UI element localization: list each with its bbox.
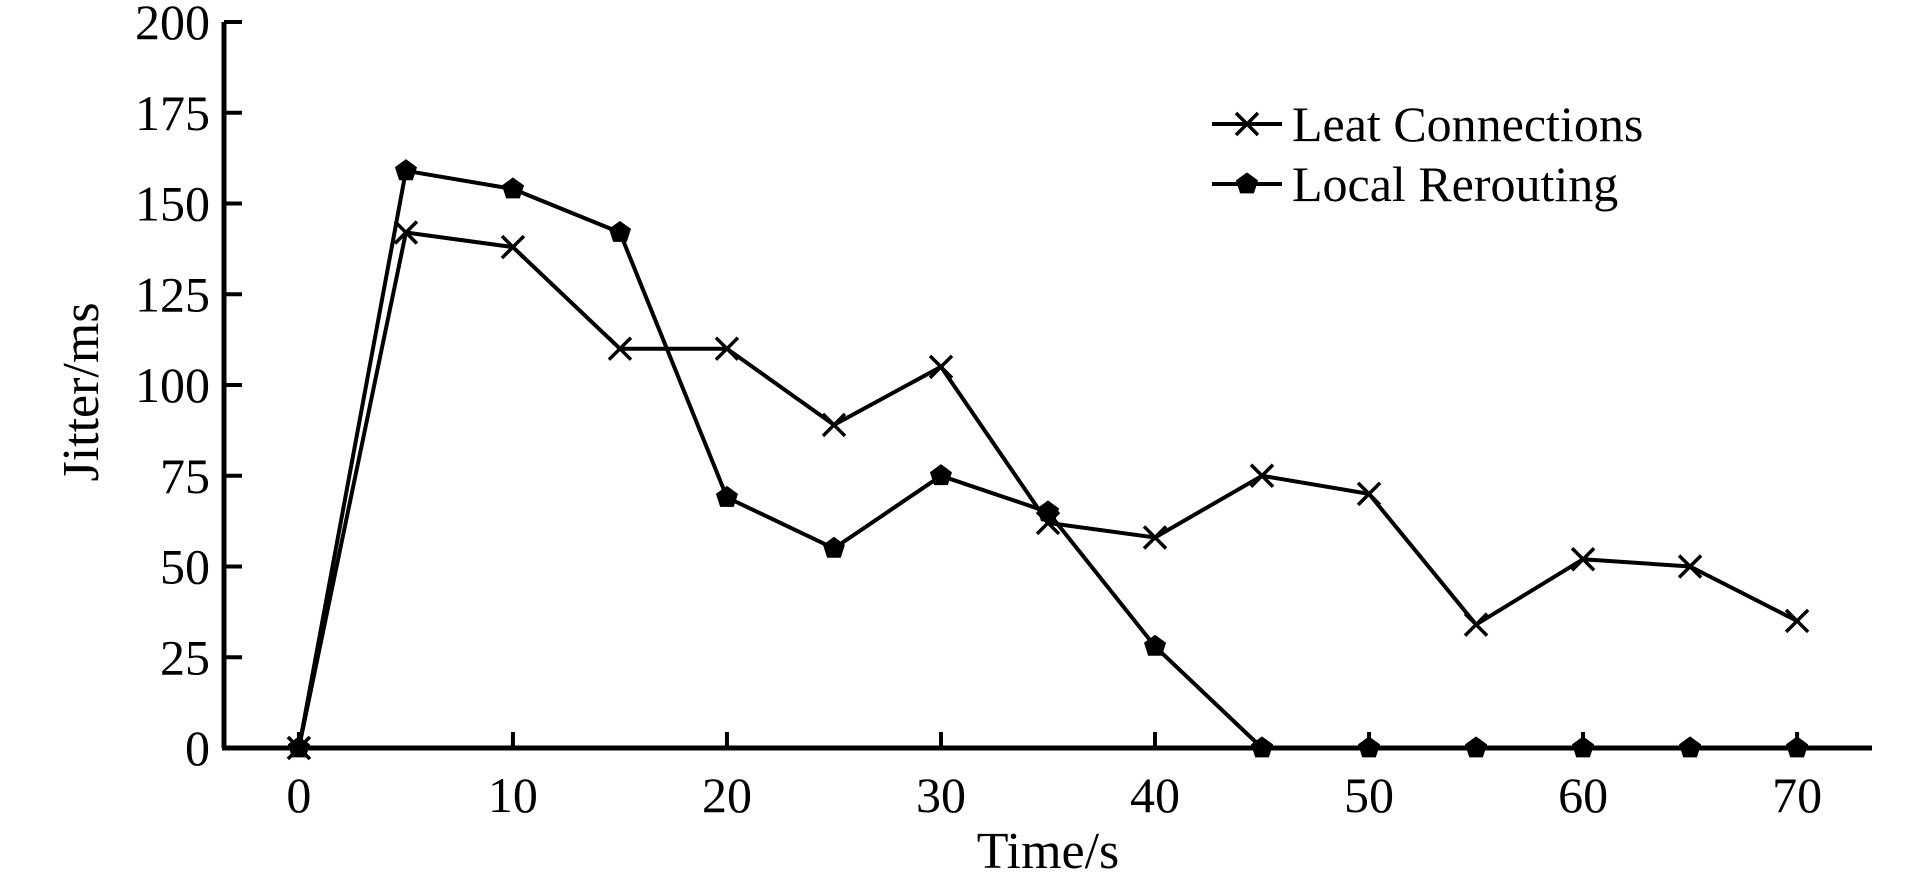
legend-label: Local Rerouting: [1292, 156, 1618, 212]
data-point: [394, 159, 417, 181]
legend-entry: Leat Connections: [1212, 96, 1643, 152]
legend-label: Leat Connections: [1292, 96, 1643, 152]
y-tick-label: 25: [160, 629, 210, 685]
data-point: [1679, 736, 1702, 758]
data-point: [929, 464, 952, 486]
y-tick-label: 175: [135, 85, 210, 141]
data-point: [501, 177, 524, 199]
data-point: [822, 536, 845, 558]
x-axis-title: Time/s: [977, 823, 1120, 874]
data-point: [1249, 463, 1275, 488]
legend-marker: [1234, 111, 1260, 137]
data-point: [715, 485, 738, 507]
x-tick-label: 20: [702, 767, 752, 823]
series-line: [296, 230, 1799, 749]
data-point: [1465, 736, 1488, 758]
y-tick-label: 100: [135, 357, 210, 413]
data-point: [1570, 547, 1596, 572]
y-axis-title: Jitter/ms: [53, 302, 110, 481]
data-point: [1677, 554, 1703, 579]
data-point: [928, 354, 954, 380]
data-point: [608, 220, 631, 242]
y-tick-label: 150: [135, 176, 210, 232]
y-tick-label: 200: [135, 0, 210, 50]
x-tick-label: 40: [1130, 767, 1180, 823]
data-point: [1786, 736, 1809, 758]
x-tick-label: 10: [488, 767, 538, 823]
x-tick-label: 70: [1772, 767, 1822, 823]
y-tick-label: 50: [160, 539, 210, 595]
x-tick-label: 0: [286, 767, 311, 823]
legend-marker: [1235, 172, 1259, 194]
data-point: [1358, 736, 1381, 758]
legend-entry: Local Rerouting: [1212, 156, 1618, 212]
data-point: [714, 336, 740, 361]
data-point: [1142, 525, 1168, 550]
series-local-rerouting: [287, 159, 1809, 758]
y-tick-label: 125: [135, 266, 210, 322]
data-point: [1356, 481, 1382, 507]
data-point: [821, 412, 847, 438]
series-layer: [286, 159, 1810, 761]
data-point: [1036, 500, 1060, 522]
data-point: [1572, 736, 1595, 758]
x-tick-label: 30: [916, 767, 966, 823]
data-point: [1144, 634, 1167, 656]
data-point: [393, 220, 419, 245]
data-point: [607, 336, 633, 361]
data-point: [287, 736, 310, 758]
data-point: [1784, 608, 1810, 634]
x-tick-label: 50: [1344, 767, 1394, 823]
x-tick-label: 60: [1558, 767, 1608, 823]
y-tick-label: 75: [160, 448, 210, 504]
data-point: [500, 234, 526, 260]
series-leat-connections: [286, 220, 1810, 761]
ticks: 0 25 50 75 100 125 150 175 200 0 10 20 30 40 50 60 70: [135, 0, 1822, 823]
data-point: [1463, 612, 1489, 637]
data-point: [1251, 736, 1274, 758]
y-tick-label: 0: [185, 720, 210, 776]
